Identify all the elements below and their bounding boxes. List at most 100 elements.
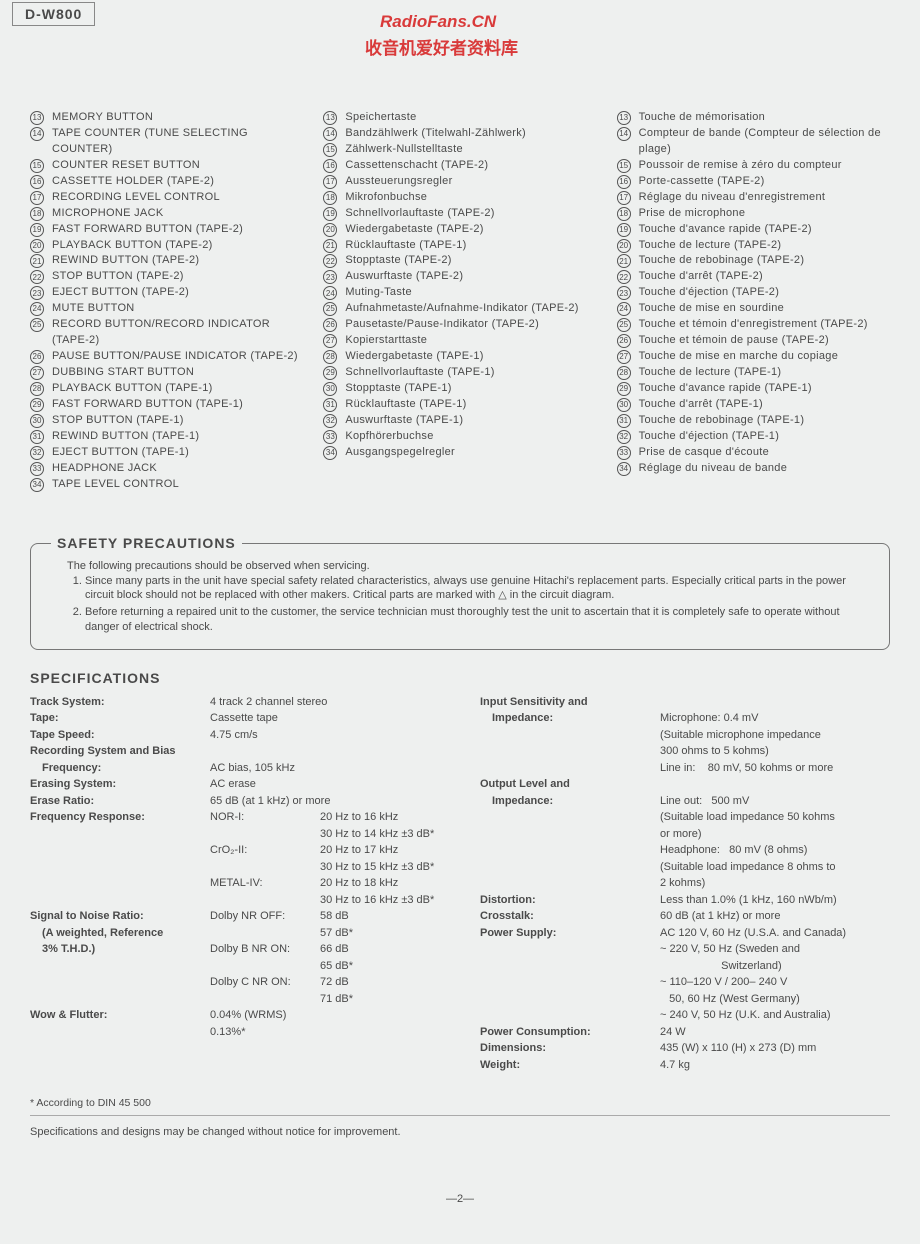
spec-label: Recording System and Bias — [30, 743, 210, 760]
list-item: 21Rücklauftaste (TAPE-1) — [323, 238, 596, 254]
page-header: D-W800 RadioFans.CN 收音机爱好者资料库 — [0, 0, 920, 60]
spec-value: 4.7 kg — [660, 1057, 890, 1074]
parts-columns: 13Memory Button14Tape Counter (Tune Sele… — [0, 60, 920, 503]
list-item: 15Poussoir de remise à zéro du compteur — [617, 158, 890, 174]
item-number: 17 — [30, 191, 44, 205]
item-number: 19 — [617, 223, 631, 237]
spec-label: Erasing System: — [30, 776, 210, 793]
list-item: 22Touche d'arrêt (TAPE-2) — [617, 269, 890, 285]
list-item: 34Réglage du niveau de bande — [617, 461, 890, 477]
spec-label: Frequency: — [30, 760, 210, 777]
list-item: 29Schnellvorlauftaste (TAPE-1) — [323, 365, 596, 381]
item-number: 28 — [617, 366, 631, 380]
list-item: 26 Pause Button/Pause Indicator (TAPE-2) — [30, 349, 303, 365]
list-item: 23Touche d'éjection (TAPE-2) — [617, 285, 890, 301]
item-text: Aussteuerungsregler — [345, 174, 596, 190]
list-item: 31Rewind Button (TAPE-1) — [30, 429, 303, 445]
item-text: Microphone Jack — [52, 206, 303, 222]
item-text: Aufnahmetaste/Aufnahme-Indikator (TAPE-2… — [345, 301, 596, 317]
item-text: Memory Button — [52, 110, 303, 126]
item-number: 19 — [30, 223, 44, 237]
list-item: 22Stop Button (TAPE-2) — [30, 269, 303, 285]
safety-item: Before returning a repaired unit to the … — [85, 605, 873, 635]
item-number: 29 — [617, 382, 631, 396]
item-text: Touche de mémorisation — [639, 110, 890, 126]
item-number: 21 — [30, 254, 44, 268]
item-number: 28 — [323, 350, 337, 364]
list-item: 13Memory Button — [30, 110, 303, 126]
item-number: 33 — [30, 462, 44, 476]
item-text: Eject Button (TAPE-2) — [52, 285, 303, 301]
safety-item: Since many parts in the unit have specia… — [85, 574, 873, 604]
item-number: 18 — [323, 191, 337, 205]
item-text: Rewind Button (TAPE-2) — [52, 253, 303, 269]
item-text: Prise de microphone — [639, 206, 890, 222]
item-text: Réglage du niveau de bande — [639, 461, 890, 477]
item-text: Touche d'arrêt (TAPE-2) — [639, 269, 890, 285]
spec-value: 4.75 cm/s — [210, 727, 440, 744]
model-label: D-W800 — [12, 2, 95, 26]
item-number: 14 — [617, 127, 631, 141]
column-english: 13Memory Button14Tape Counter (Tune Sele… — [30, 110, 303, 493]
list-item: 26 Touche et témoin de pause (TAPE-2) — [617, 333, 890, 349]
footnote-left: Specifications and designs may be change… — [30, 1126, 890, 1138]
list-item: 25Aufnahmetaste/Aufnahme-Indikator (TAPE… — [323, 301, 596, 317]
item-text: Zählwerk-Nullstelltaste — [345, 142, 596, 158]
safety-list: Since many parts in the unit have specia… — [67, 574, 873, 635]
spec-label: Impedance: — [480, 793, 660, 892]
item-text: Pause Button/Pause Indicator (TAPE-2) — [52, 349, 303, 365]
list-item: 29Touche d'avance rapide (TAPE-1) — [617, 381, 890, 397]
list-item: 13 Touche de mémorisation — [617, 110, 890, 126]
spec-label: Tape Speed: — [30, 727, 210, 744]
item-text: Touche de lecture (TAPE-1) — [639, 365, 890, 381]
item-number: 16 — [30, 175, 44, 189]
item-text: Auswurftaste (TAPE-1) — [345, 413, 596, 429]
item-text: Touche de mise en marche du copiage — [639, 349, 890, 365]
item-text: Auswurftaste (TAPE-2) — [345, 269, 596, 285]
list-item: 33Kopfhörerbuchse — [323, 429, 596, 445]
item-number: 27 — [30, 366, 44, 380]
item-number: 26 — [30, 350, 44, 364]
item-text: Mute Button — [52, 301, 303, 317]
item-text: Ausgangspegelregler — [345, 445, 596, 461]
spec-label: Frequency Response: — [30, 809, 210, 908]
footnote-right: * According to DIN 45 500 — [30, 1097, 271, 1109]
spec-value: Cassette tape — [210, 710, 440, 727]
item-text: Touche et témoin de pause (TAPE-2) — [639, 333, 890, 349]
item-number: 13 — [323, 111, 337, 125]
spec-label: Wow & Flutter: — [30, 1007, 210, 1024]
item-number: 13 — [617, 111, 631, 125]
spec-value — [210, 743, 440, 760]
item-number: 32 — [30, 446, 44, 460]
spec-value: Dolby B NR ON:66 dB65 dB*Dolby C NR ON:7… — [210, 941, 440, 1007]
list-item: 15Zählwerk-Nullstelltaste — [323, 142, 596, 158]
item-text: Mikrofonbuchse — [345, 190, 596, 206]
item-number: 24 — [30, 302, 44, 316]
item-number: 22 — [30, 270, 44, 284]
spec-value: Dolby NR OFF:58 dB — [210, 908, 440, 925]
item-number: 32 — [323, 414, 337, 428]
item-text: Tape Counter (Tune Selecting Counter) — [52, 126, 303, 158]
item-number: 22 — [323, 254, 337, 268]
spec-value: 435 (W) x 110 (H) x 273 (D) mm — [660, 1040, 890, 1057]
item-text: Touche de mise en sourdine — [639, 301, 890, 317]
footnote: * According to DIN 45 500 — [30, 1097, 890, 1109]
spec-value: Microphone: 0.4 mV(Suitable microphone i… — [660, 710, 890, 776]
item-text: Kopfhörerbuchse — [345, 429, 596, 445]
list-item: 31Rücklauftaste (TAPE-1) — [323, 397, 596, 413]
spec-value: 57 dB* — [210, 925, 440, 942]
list-item: 17Aussteuerungsregler — [323, 174, 596, 190]
spec-value: AC 120 V, 60 Hz (U.S.A. and Canada)~ 220… — [660, 925, 890, 1024]
list-item: 27Dubbing Start Button — [30, 365, 303, 381]
item-text: Cassettenschacht (TAPE-2) — [345, 158, 596, 174]
spec-value: AC erase — [210, 776, 440, 793]
item-text: Rücklauftaste (TAPE-1) — [345, 238, 596, 254]
spec-label: Output Level and — [480, 776, 660, 793]
item-number: 26 — [617, 334, 631, 348]
item-number: 23 — [30, 286, 44, 300]
list-item: 24Muting-Taste — [323, 285, 596, 301]
list-item: 30Touche d'arrêt (TAPE-1) — [617, 397, 890, 413]
spec-label — [30, 1024, 210, 1041]
spec-value: Less than 1.0% (1 kHz, 160 nWb/m) — [660, 892, 890, 909]
item-text: Wiedergabetaste (TAPE-1) — [345, 349, 596, 365]
